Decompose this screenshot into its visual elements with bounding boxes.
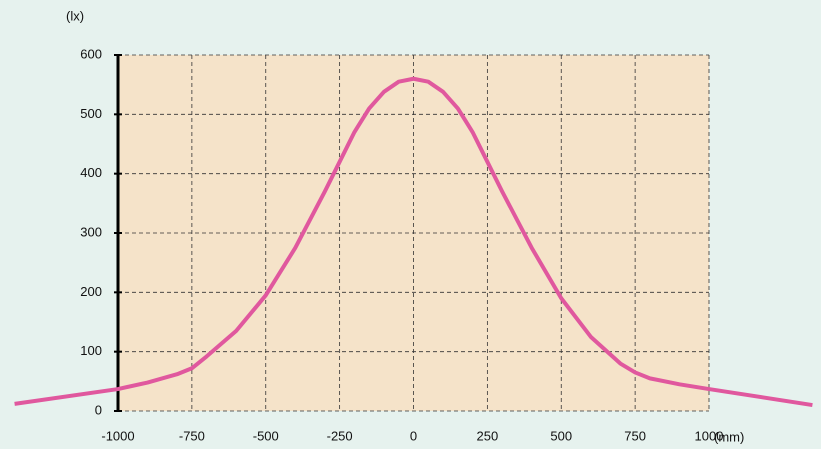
x-tick-label: -250 (327, 428, 353, 443)
y-tick-label: 400 (80, 165, 102, 180)
x-tick-label: 0 (410, 428, 417, 443)
x-axis-label: (mm) (714, 429, 744, 444)
x-tick-label: 250 (477, 428, 499, 443)
y-axis-label: (lx) (66, 8, 84, 23)
data-line (14, 76, 813, 408)
y-tick-label: 0 (95, 402, 102, 417)
x-tick-label: -500 (253, 428, 279, 443)
x-tick-label: 1000 (695, 428, 724, 443)
x-tick-label: -1000 (101, 428, 134, 443)
x-tick-label: 500 (550, 428, 572, 443)
y-tick-label: 200 (80, 284, 102, 299)
y-tick-label: 600 (80, 46, 102, 61)
x-tick-label: 750 (624, 428, 646, 443)
y-tick-label: 500 (80, 106, 102, 121)
y-tick-label: 100 (80, 343, 102, 358)
x-tick-label: -750 (179, 428, 205, 443)
y-tick-label: 300 (80, 224, 102, 239)
